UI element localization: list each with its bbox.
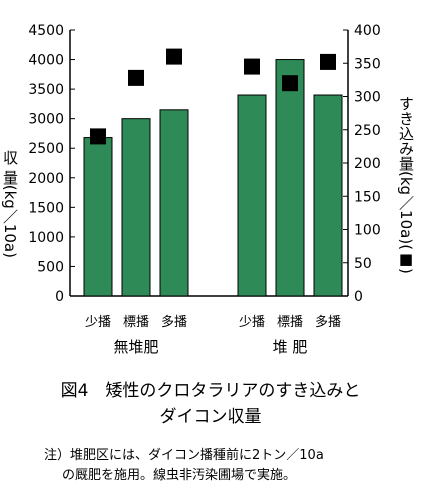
y-right-tick-label: 200 [354,156,381,172]
bar [313,94,343,297]
x-group-label: 無堆肥 [113,338,158,356]
bar [237,94,267,297]
y-right-tick-label: 150 [354,189,381,205]
bar [275,59,305,297]
y-left-tick-label: 4000 [28,53,64,69]
y-right-tick-label: 250 [354,123,381,139]
data-point-marker [282,75,298,92]
x-category-label: 少播 [239,315,265,330]
x-category-label: 標播 [277,315,303,330]
x-group-label: 堆 肥 [273,338,308,356]
figure-caption-line-1: 図4 矮性のクロタラリアのすき込みと [60,381,361,401]
y-right-tick-label: 300 [354,90,381,106]
y-right-tick-label: 100 [354,223,381,239]
y-left-tick-label: 1500 [28,200,64,216]
y-left-tick-label: 4500 [28,23,64,39]
y-left-tick-label: 3500 [28,82,64,98]
x-category-label: 多播 [161,314,187,330]
y-right-tick-label: 350 [354,56,381,72]
data-point-marker [320,53,336,70]
data-point-marker [166,48,182,65]
note-line-2: の厩肥を施用。線虫非汚染圃場で実施。 [62,468,297,483]
figure-caption-line-2: ダイコン収量 [159,407,262,427]
y-left-tick-label: 2500 [28,141,64,157]
bar [121,118,151,297]
y-axis-right-label: すき込み量(kg／10a)(■) [397,96,415,274]
y-left-tick-label: 3000 [28,112,64,128]
note-line-1: 注）堆肥区には、ダイコン播種前に2トン／10a [44,448,324,463]
y-left-tick-label: 0 [55,289,64,305]
y-right-tick-label: 400 [354,23,381,39]
y-axis-left-label: 収 量(kg／10a) [1,150,19,258]
data-point-marker [90,128,106,145]
bar [159,109,189,297]
x-category-label: 標播 [123,315,149,330]
data-point-marker [244,58,260,75]
y-right-tick-label: 50 [354,256,372,272]
x-category-label: 多播 [315,314,341,330]
y-right-tick-label: 0 [354,289,363,305]
data-point-marker [128,69,144,86]
y-left-tick-label: 500 [37,259,64,275]
x-category-label: 少播 [85,315,111,330]
bar [83,137,113,297]
chart-area: 0 500 1000 1500 2000 2500 3000 3500 4000 4500 0 50 1… [28,23,381,356]
y-left-tick-label: 1000 [28,230,64,246]
y-left-tick-label: 2000 [28,171,64,187]
